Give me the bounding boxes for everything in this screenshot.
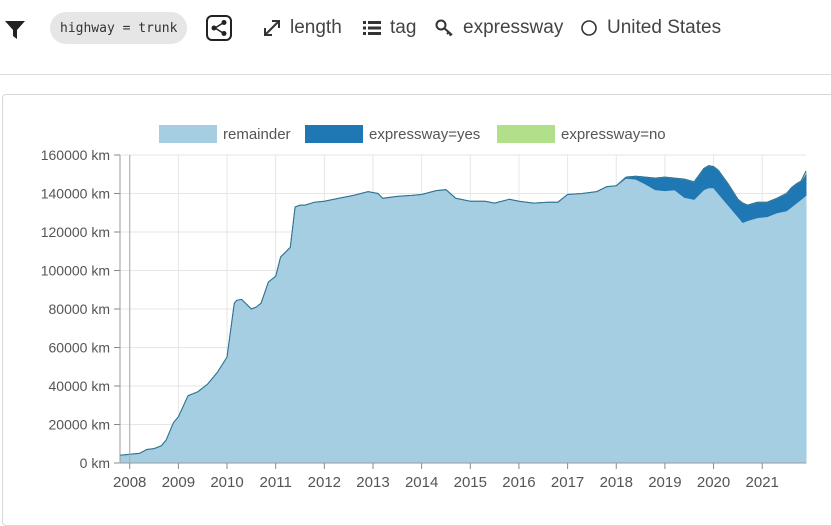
x-tick-label: 2020: [697, 474, 730, 491]
legend-label: expressway=no: [561, 126, 666, 143]
x-tick-label: 2008: [113, 474, 146, 491]
y-tick-label: 80000 km: [49, 301, 110, 317]
length-button[interactable]: length: [262, 17, 342, 39]
toolbar: highway = trunk length tag: [0, 0, 831, 75]
legend-swatch: [159, 125, 217, 143]
y-tick-label: 160000 km: [41, 147, 110, 163]
expressway-label: expressway: [463, 17, 564, 38]
area-series: [119, 177, 807, 464]
series-outline: [119, 165, 807, 456]
y-tick-label: 40000 km: [49, 378, 110, 394]
region-label: United States: [607, 17, 722, 38]
filter-chip[interactable]: highway = trunk: [50, 12, 188, 44]
y-tick-label: 60000 km: [49, 340, 110, 356]
list-icon: [363, 21, 381, 35]
key-icon: [435, 19, 453, 37]
x-tick-label: 2017: [551, 474, 584, 491]
x-tick-label: 2019: [648, 474, 681, 491]
tag-button[interactable]: tag: [362, 17, 416, 39]
y-tick-label: 140000 km: [41, 186, 110, 202]
legend-swatch: [305, 125, 363, 143]
y-tick-label: 0 km: [80, 455, 110, 471]
y-tick-label: 120000 km: [41, 224, 110, 240]
stacked-area-chart: 0 km 20000 km 40000 km 60000 km 80000 km 1000…: [41, 125, 807, 491]
x-tick-label: 2015: [454, 474, 487, 491]
expressway-button[interactable]: expressway: [435, 17, 563, 39]
x-tick-label: 2021: [746, 474, 779, 491]
expand-arrows-icon: [264, 20, 280, 36]
length-label: length: [290, 17, 342, 38]
x-tick-label: 2018: [600, 474, 633, 491]
x-tick-label: 2009: [162, 474, 195, 491]
y-tick-label: 20000 km: [49, 417, 110, 433]
x-tick-label: 2013: [356, 474, 389, 491]
legend-label: remainder: [223, 126, 291, 143]
x-tick-label: 2016: [502, 474, 535, 491]
circle-icon: [581, 20, 597, 36]
share-icon: [211, 20, 227, 36]
x-tick-label: 2011: [260, 474, 292, 491]
filter-icon[interactable]: [5, 20, 25, 40]
chart-card: 0 km 20000 km 40000 km 60000 km 80000 km 1000…: [2, 94, 831, 526]
y-tick-label: 100000 km: [41, 263, 110, 279]
region-button[interactable]: United States: [579, 17, 721, 39]
x-tick-label: 2010: [210, 474, 243, 491]
x-tick-label: 2012: [308, 474, 341, 491]
legend-label: expressway=yes: [369, 126, 480, 143]
tag-label: tag: [390, 17, 417, 38]
legend-swatch: [497, 125, 555, 143]
x-tick-label: 2014: [405, 474, 438, 491]
share-button[interactable]: [206, 15, 232, 41]
